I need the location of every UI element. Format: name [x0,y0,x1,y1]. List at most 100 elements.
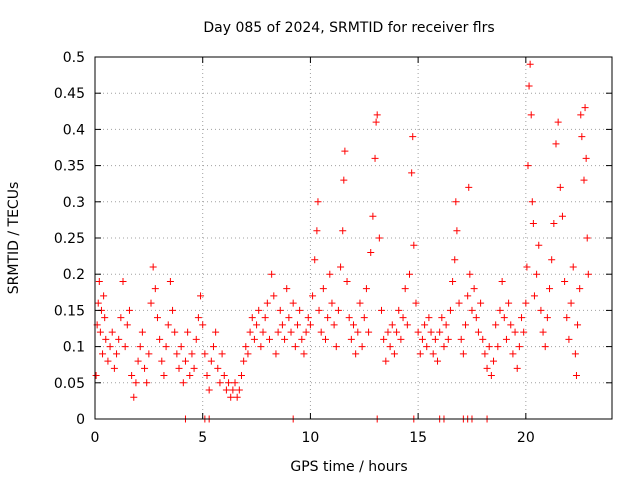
data-point [188,350,196,358]
data-point [113,350,121,358]
data-point [410,241,418,249]
data-point [101,314,109,322]
data-point [194,314,202,322]
data-point [408,169,416,177]
data-point [429,350,437,358]
data-point [470,285,478,293]
data-point [158,357,166,365]
data-point [440,343,448,351]
data-point [362,285,370,293]
data-point [528,198,536,206]
data-point [123,321,131,329]
y-tick-label: 0.35 [54,159,85,175]
data-point [552,140,560,148]
data-point [372,118,380,126]
data-point [509,350,517,358]
data-point [384,328,392,336]
data-point [436,328,444,336]
data-point [386,343,394,351]
data-point [446,306,454,314]
data-point [184,328,192,336]
data-point [220,372,228,380]
data-point [99,350,107,358]
data-point [354,328,362,336]
data-point [527,111,535,119]
data-point [550,220,558,228]
data-point [257,343,265,351]
data-point [505,299,513,307]
y-axis-label: SRMTID / TECUs [6,182,22,295]
data-point [227,393,235,401]
data-point [485,343,493,351]
data-point [235,386,243,394]
data-point [110,364,118,372]
data-point [283,285,291,293]
x-tick-label: 20 [517,430,535,446]
data-point [147,299,155,307]
x-tick-label: 0 [91,430,100,446]
data-point [237,372,245,380]
data-point [576,285,584,293]
data-point [207,357,215,365]
data-point [535,241,543,249]
data-point [317,328,325,336]
data-point [356,299,364,307]
data-point [438,314,446,322]
data-point [231,379,239,387]
data-point [502,335,510,343]
data-point [360,314,368,322]
data-point [565,335,573,343]
data-point [181,357,189,365]
data-point [197,292,205,300]
data-point [209,343,217,351]
data-point [300,350,308,358]
data-point [242,343,250,351]
data-point [523,263,531,271]
data-point [326,270,334,278]
data-point [347,335,355,343]
data-point [218,350,226,358]
data-point [453,227,461,235]
data-point [569,263,577,271]
data-point [409,133,417,141]
data-point [106,343,114,351]
data-point [427,328,435,336]
data-point [302,328,310,336]
data-point [434,357,442,365]
x-tick-label: 15 [409,430,427,446]
data-point [507,321,515,329]
data-point [201,350,209,358]
data-point [175,364,183,372]
data-point [214,364,222,372]
data-point [296,306,304,314]
data-point [401,285,409,293]
data-point [345,314,353,322]
y-tick-label: 0.15 [54,303,85,319]
data-point [522,299,530,307]
data-point [119,277,127,285]
data-points [92,60,592,423]
data-point [203,372,211,380]
data-point [465,183,473,191]
data-point [94,299,102,307]
axis-ticks: 0 0.05 0.1 0.15 0.2 0.25 0.3 0.35 0.4 0.45 0.5 0 5 10… [54,50,612,446]
data-point [102,335,110,343]
data-point [298,335,306,343]
data-point [274,328,282,336]
data-point [496,306,504,314]
data-point [455,299,463,307]
data-point [340,176,348,184]
data-point [546,285,554,293]
data-point [216,379,224,387]
data-point [459,350,467,358]
data-point [115,335,123,343]
data-point [166,277,174,285]
data-point [153,314,161,322]
data-point [529,220,537,228]
data-point [584,270,592,278]
data-point [319,285,327,293]
data-point [186,372,194,380]
data-point [431,335,439,343]
data-point [375,234,383,242]
data-point [253,321,261,329]
